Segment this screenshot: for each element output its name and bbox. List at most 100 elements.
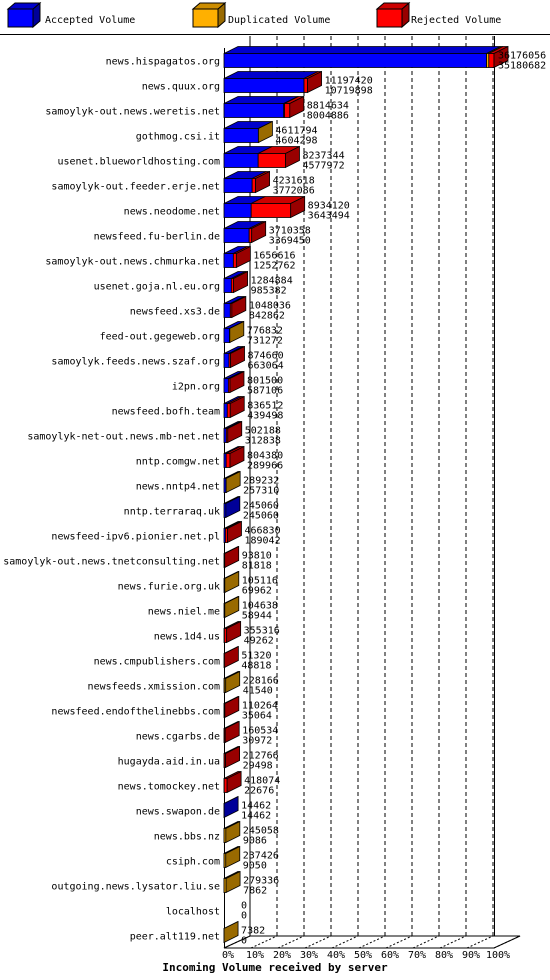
bar-side — [233, 270, 248, 294]
accepted-value-label: 312838 — [245, 436, 281, 447]
accepted-value-label: 439498 — [247, 411, 283, 422]
total-value-label: 93810 — [242, 551, 272, 562]
total-value-label: 51320 — [241, 651, 271, 662]
total-value-label: 14462 — [241, 801, 271, 812]
bar-rejected — [257, 153, 286, 168]
server-label: outgoing.news.lysator.liu.se — [51, 882, 220, 893]
accepted-value-label: 289966 — [247, 461, 283, 472]
bar-side — [229, 445, 245, 469]
x-tick-label: 80% — [435, 950, 453, 961]
bar-rejected — [284, 103, 291, 118]
gridlines — [276, 36, 494, 936]
bar-side — [235, 245, 251, 269]
accepted-value-label: 3369450 — [269, 236, 311, 247]
bar-side — [223, 645, 239, 669]
tick-mark — [304, 935, 332, 949]
legend: Accepted Volume Duplicated Volume Reject… — [6, 1, 501, 29]
accepted-value-label: 7862 — [243, 886, 267, 897]
bar-row: samoylyk-out.news.chmurka.net 16566161252… — [45, 245, 296, 272]
accepted-value-label: 587106 — [247, 386, 283, 397]
server-label: samoylyk-out.feeder.erje.net — [51, 182, 220, 193]
bar-side — [224, 595, 240, 619]
server-label: gothmog.csi.it — [136, 132, 220, 143]
bar-side — [230, 345, 245, 369]
legend-label-rejected: Rejected Volume — [411, 15, 501, 26]
bar-accepted — [223, 53, 487, 68]
accepted-value-label: 3772086 — [273, 186, 315, 197]
total-value-label: 502188 — [245, 426, 281, 437]
total-value-label: 160534 — [242, 726, 278, 737]
total-value-label: 874660 — [248, 351, 284, 362]
accepted-value-label: 1252762 — [253, 261, 295, 272]
bar-side — [225, 870, 241, 894]
bar-accepted — [223, 78, 305, 93]
accepted-value-label: 8004886 — [307, 111, 349, 122]
x-tick-label: 30% — [300, 950, 318, 961]
total-value-label: 836512 — [247, 401, 283, 412]
total-value-label: 3710358 — [269, 226, 311, 237]
server-label: newsfeed.bofh.team — [112, 407, 220, 418]
bar-accepted — [223, 353, 230, 368]
accepted-value-label: 81818 — [242, 561, 272, 572]
accepted-value-label: 4604298 — [275, 136, 317, 147]
server-label: newsfeed.endofthelinebbs.com — [51, 707, 220, 718]
server-label: newsfeed.xs3.de — [130, 307, 220, 318]
accepted-value-label: 35064 — [242, 711, 272, 722]
bar-accepted-top — [223, 71, 319, 79]
total-value-label: 1048036 — [249, 301, 291, 312]
bar-accepted — [223, 178, 253, 193]
bar-side — [229, 320, 245, 344]
server-label: news.1d4.us — [154, 632, 220, 643]
bar-accepted — [223, 328, 230, 343]
accepted-value-label: 58944 — [242, 611, 272, 622]
bar-side — [227, 520, 242, 544]
bar-side — [226, 620, 242, 644]
total-value-label: 804380 — [247, 451, 283, 462]
bar-rejected — [251, 178, 256, 193]
bar-accepted-top — [223, 46, 501, 54]
bar-side — [224, 720, 240, 744]
bar-rejected — [226, 403, 231, 418]
server-label: samoylyk-out.news.chmurka.net — [45, 257, 220, 268]
bar-accepted — [223, 378, 229, 393]
server-label: samoylyk-net-out.news.mb-net.net — [27, 432, 220, 443]
server-label: samoylyk-out.news.tnetconsulting.net — [3, 557, 220, 568]
total-value-label: 1656616 — [253, 251, 295, 262]
x-tick-label: 20% — [273, 950, 291, 961]
total-value-label: 8237344 — [302, 151, 344, 162]
bar-row: samoylyk-out.news.tnetconsulting.net 9381… — [3, 545, 272, 572]
accepted-value-label: 49262 — [244, 636, 274, 647]
bar-accepted — [223, 253, 234, 268]
x-tick-label: 100% — [486, 950, 510, 961]
tick-mark — [250, 935, 278, 949]
total-value-label: 228166 — [243, 676, 279, 687]
server-label: samoylyk-out.news.weretis.net — [45, 107, 220, 118]
accepted-value-label: 41540 — [243, 686, 273, 697]
bar-side — [225, 845, 241, 869]
x-tick-label: 90% — [462, 950, 480, 961]
tick-mark — [466, 935, 494, 949]
accepted-value-label: 48818 — [241, 661, 271, 672]
legend-swatch-duplicated — [192, 8, 219, 28]
legend-item-duplicated: Duplicated Volume — [191, 1, 330, 29]
accepted-value-label: 9086 — [243, 836, 267, 847]
total-value-label: 466830 — [244, 526, 280, 537]
total-value-label: 279336 — [243, 876, 279, 887]
bar-side — [226, 770, 242, 794]
total-value-label: 4231618 — [273, 176, 315, 187]
bar-side — [224, 570, 240, 594]
tick-mark — [223, 935, 251, 949]
plot-floor — [223, 935, 521, 949]
